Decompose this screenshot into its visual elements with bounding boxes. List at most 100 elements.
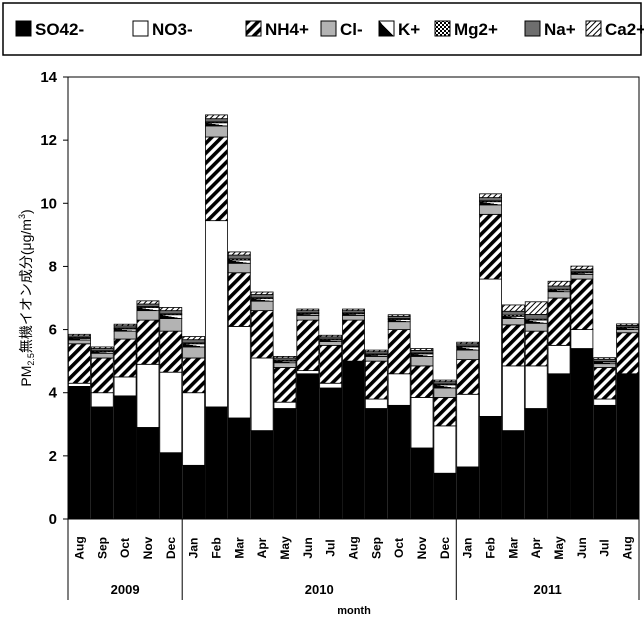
y-axis-label-superscript: 3	[17, 214, 27, 219]
bar-segment-so42	[456, 466, 480, 520]
x-tick-label: Aug	[621, 536, 635, 559]
bar-segment-cl	[547, 291, 571, 299]
legend-swatch-na	[524, 20, 541, 37]
bar-segment-nh4	[387, 329, 411, 375]
y-tick-label: 14	[40, 69, 57, 86]
bar-segment-so42	[342, 360, 365, 520]
bar-segment-cl	[387, 321, 411, 330]
bar-segment-ca2	[68, 333, 91, 337]
bars	[68, 114, 639, 520]
legend-label-nh4: NH4+	[265, 20, 309, 39]
bar-segment-cl	[593, 363, 617, 368]
bar-segment-no3	[273, 401, 297, 409]
bar-segment-so42	[524, 408, 548, 520]
x-tick-label: Sep	[95, 537, 109, 559]
bar-segment-cl	[159, 318, 183, 332]
bar-segment-ca2	[319, 334, 343, 338]
x-tick-label: Feb	[484, 537, 498, 558]
bar-segment-cl	[90, 352, 114, 359]
bar-segment-no3	[410, 397, 434, 449]
bar-segment-na	[182, 339, 206, 344]
bar-segment-ca2	[227, 251, 251, 256]
bar-segment-na	[159, 310, 183, 315]
legend-label-cl: Cl-	[340, 20, 363, 39]
bar-segment-cl	[113, 330, 137, 340]
bar-segment-so42	[479, 415, 502, 520]
year-label: 2009	[111, 582, 140, 597]
bar-segment-k	[227, 259, 251, 264]
legend-swatch-so42	[15, 20, 32, 37]
bar-segment-nh4	[159, 330, 183, 373]
bar-segment-cl	[433, 387, 457, 398]
bar-segment-ca2	[387, 314, 411, 317]
bar-segment-no3	[479, 278, 502, 417]
bar-segment-na	[479, 197, 502, 202]
bar-segment-so42	[319, 387, 343, 520]
legend-swatch-ca2	[585, 20, 602, 37]
bar-segment-k	[205, 122, 228, 127]
y-axis: 0 2 4 6 8 10 12 14	[40, 69, 68, 528]
x-tick-label: Oct	[118, 538, 132, 558]
x-axis: Aug Sep Oct Nov Dec Jan Feb Mar Apr May Jun Jul Aug S…	[67, 519, 640, 600]
bar-segment-nh4	[616, 332, 639, 375]
bar-segment-no3	[319, 382, 343, 389]
bar-segment-cl	[616, 329, 639, 334]
bar-segment-nh4	[68, 343, 91, 384]
bar-segment-nh4	[570, 278, 594, 330]
x-tick-label: Mar	[506, 537, 520, 559]
bar-segment-k	[136, 307, 160, 312]
legend-swatch-cl	[320, 20, 337, 37]
legend-swatch-nh4	[245, 20, 262, 37]
year-label: 2010	[305, 582, 334, 597]
bar-segment-cl	[205, 125, 228, 138]
legend-swatch-mg2	[434, 20, 451, 37]
y-axis-label-subscript: 2.5	[26, 353, 36, 366]
bar-segment-nh4	[250, 310, 274, 359]
bar-segment-so42	[159, 452, 183, 520]
legend-swatch-k	[378, 20, 395, 37]
bar-segment-so42	[250, 430, 274, 520]
bar-segment-na	[227, 254, 251, 260]
bar-segment-na	[250, 294, 274, 299]
x-tick-label: May	[278, 536, 292, 560]
bar-segment-cl	[136, 310, 160, 321]
bar-segment-nh4	[136, 319, 160, 365]
bar-segment-cl	[570, 273, 594, 280]
bar-segment-cl	[250, 300, 274, 312]
legend-label-mg2: Mg2+	[454, 20, 498, 39]
bar-segment-so42	[387, 404, 411, 520]
bar-segment-ca2	[159, 307, 183, 312]
bar-segment-na	[524, 314, 548, 320]
y-tick-label: 12	[40, 132, 57, 149]
x-tick-label: Jan	[187, 538, 201, 559]
bar-segment-cl	[319, 341, 343, 346]
bar-segment-nh4	[113, 338, 137, 378]
bar-segment-ca2	[342, 308, 365, 312]
x-tick-label: May	[552, 536, 566, 560]
bar-segment-nh4	[547, 297, 571, 346]
bar-segment-ca2	[250, 291, 274, 295]
x-tick-label: Jun	[575, 537, 589, 558]
x-tick-label: Nov	[415, 536, 429, 559]
bar-segment-cl	[182, 346, 206, 359]
bar-segment-nh4	[501, 324, 525, 367]
x-tick-label: Apr	[529, 537, 543, 558]
legend-label-ca2: Ca2+	[605, 20, 644, 39]
bar-segment-so42	[90, 406, 114, 520]
bar-segment-nh4	[182, 357, 206, 394]
bar-segment-cl	[501, 318, 525, 326]
x-tick-label: Aug	[347, 536, 361, 559]
bar-segment-so42	[364, 408, 388, 520]
bar-segment-so42	[296, 373, 320, 520]
bar-segment-so42	[182, 464, 206, 520]
bar-segment-so42	[227, 417, 251, 520]
bar-segment-no3	[296, 370, 320, 375]
bar-segment-nh4	[273, 367, 297, 403]
bar-segment-no3	[205, 220, 228, 408]
bar-segment-k	[182, 343, 206, 348]
bar-segment-no3	[227, 326, 251, 419]
bar-segment-so42	[273, 408, 297, 520]
y-tick-label: 4	[49, 385, 58, 402]
bar-segment-no3	[113, 376, 137, 397]
